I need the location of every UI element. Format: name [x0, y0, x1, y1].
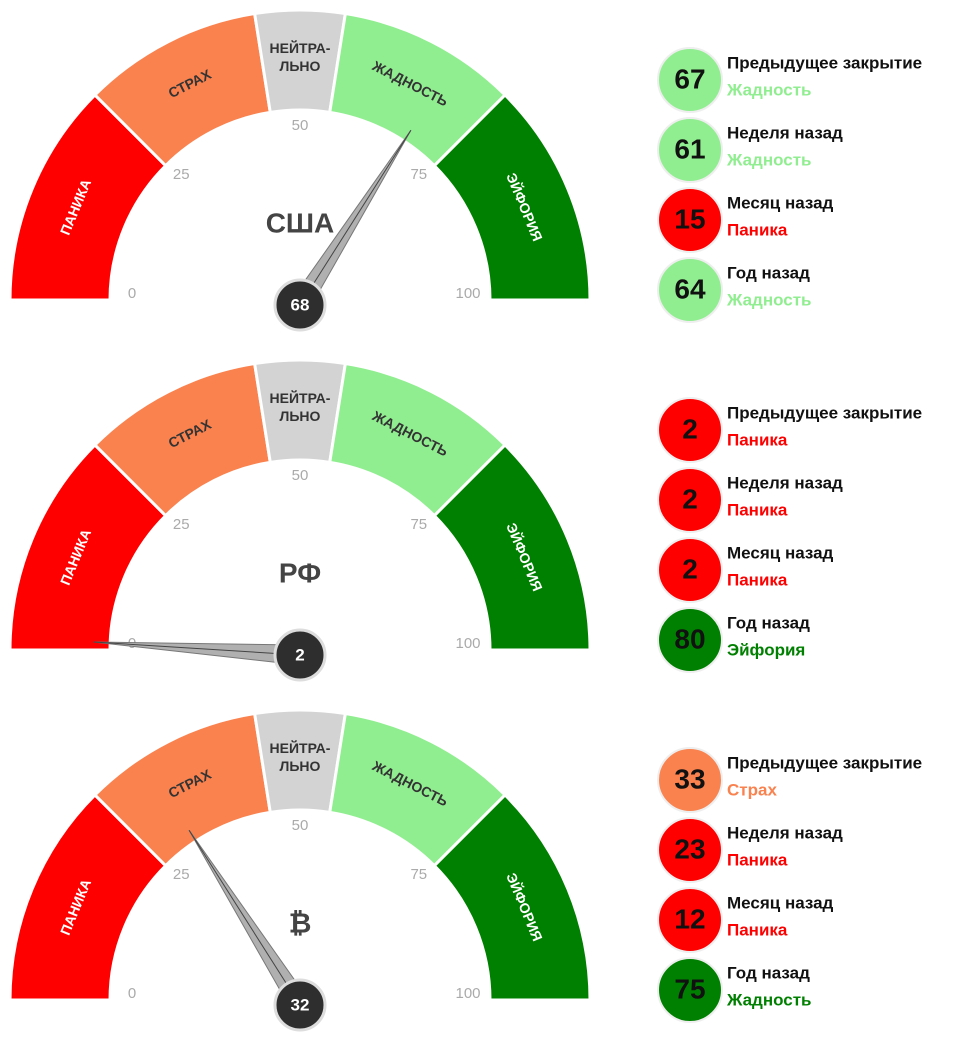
history-label: Год назад — [727, 613, 810, 632]
gauge-zone — [432, 442, 592, 652]
history-value: 64 — [674, 273, 706, 304]
history-status: Паника — [727, 500, 788, 519]
history-circle — [657, 887, 723, 953]
tick-label: 50 — [292, 817, 309, 834]
history-value: 23 — [674, 833, 705, 864]
history-label: Предыдущее закрытие — [727, 403, 922, 422]
history-circle — [657, 817, 723, 883]
needle-value: 32 — [291, 995, 310, 1014]
history-value: 2 — [682, 553, 698, 584]
gauge-zone — [432, 92, 592, 302]
gauge-zone — [432, 792, 592, 1002]
tick-label: 0 — [128, 285, 136, 302]
zone-label: НЕЙТРА- ЛЬНО — [270, 389, 331, 424]
history-value: 15 — [674, 203, 705, 234]
history-label: Год назад — [727, 963, 810, 982]
history-status: Жадность — [726, 290, 811, 309]
history-value: 67 — [674, 63, 705, 94]
history-label: Месяц назад — [727, 193, 834, 212]
zone-label-line: ЛЬНО — [280, 408, 321, 424]
history-label: Неделя назад — [727, 123, 843, 142]
history-status: Паника — [727, 430, 788, 449]
history-status: Паника — [727, 920, 788, 939]
zone-label-line: ЛЬНО — [280, 758, 321, 774]
history-label: Предыдущее закрытие — [727, 753, 922, 772]
history-circle — [657, 537, 723, 603]
zone-label-line: НЕЙТРА- — [270, 39, 331, 56]
tick-label: 75 — [410, 516, 427, 533]
history-status: Паника — [727, 850, 788, 869]
history-circle — [657, 397, 723, 463]
tick-label: 25 — [173, 866, 190, 883]
history-label: Год назад — [727, 263, 810, 282]
needle-hub — [273, 628, 327, 682]
history-circle — [657, 467, 723, 533]
history-value: 61 — [674, 133, 705, 164]
needle-hub — [273, 978, 327, 1032]
history-circle — [657, 117, 723, 183]
zone-label: НЕЙТРА- ЛЬНО — [270, 739, 331, 774]
gauge-label: РФ — [279, 557, 321, 588]
history-value: 2 — [682, 483, 698, 514]
history-status: Паника — [727, 570, 788, 589]
history-value: 12 — [674, 903, 705, 934]
gauge-face — [110, 460, 490, 650]
tick-label: 25 — [173, 516, 190, 533]
history-circle — [657, 187, 723, 253]
history-label: Месяц назад — [727, 543, 834, 562]
history-label: Предыдущее закрытие — [727, 53, 922, 72]
needle-value: 2 — [295, 645, 304, 664]
needle-hub — [273, 278, 327, 332]
history-status: Жадность — [726, 150, 811, 169]
zone-label: НЕЙТРА- ЛЬНО — [270, 39, 331, 74]
tick-label: 100 — [455, 635, 480, 652]
history-status: Жадность — [726, 990, 811, 1009]
history-value: 33 — [674, 763, 705, 794]
history-circle — [657, 607, 723, 673]
history-status: Паника — [727, 220, 788, 239]
history-circle — [657, 957, 723, 1023]
history-value: 2 — [682, 413, 698, 444]
history-circle — [657, 747, 723, 813]
needle-line — [299, 129, 412, 306]
history-label: Неделя назад — [727, 473, 843, 492]
history-label: Месяц назад — [727, 893, 834, 912]
needle-line — [188, 829, 301, 1006]
tick-label: 50 — [292, 117, 309, 134]
zone-label-line: ЛЬНО — [280, 58, 321, 74]
history-circle — [657, 47, 723, 113]
gauge-label: ₿ — [289, 907, 312, 938]
zone-label-line: НЕЙТРА- — [270, 739, 331, 756]
zone-label-line: НЕЙТРА- — [270, 389, 331, 406]
history-value: 80 — [674, 623, 705, 654]
tick-label: 0 — [128, 985, 136, 1002]
needle-value: 68 — [291, 295, 310, 314]
history-circle — [657, 257, 723, 323]
history-value: 75 — [674, 973, 705, 1004]
gauge-label: США — [266, 207, 335, 238]
history-status: Эйфория — [727, 640, 805, 659]
tick-label: 100 — [455, 285, 480, 302]
tick-label: 25 — [173, 166, 190, 183]
needle-line — [93, 641, 301, 656]
history-status: Страх — [727, 780, 777, 799]
tick-label: 75 — [410, 866, 427, 883]
history-status: Жадность — [726, 80, 811, 99]
tick-label: 75 — [410, 166, 427, 183]
tick-label: 50 — [292, 467, 309, 484]
tick-label: 100 — [455, 985, 480, 1002]
history-label: Неделя назад — [727, 823, 843, 842]
